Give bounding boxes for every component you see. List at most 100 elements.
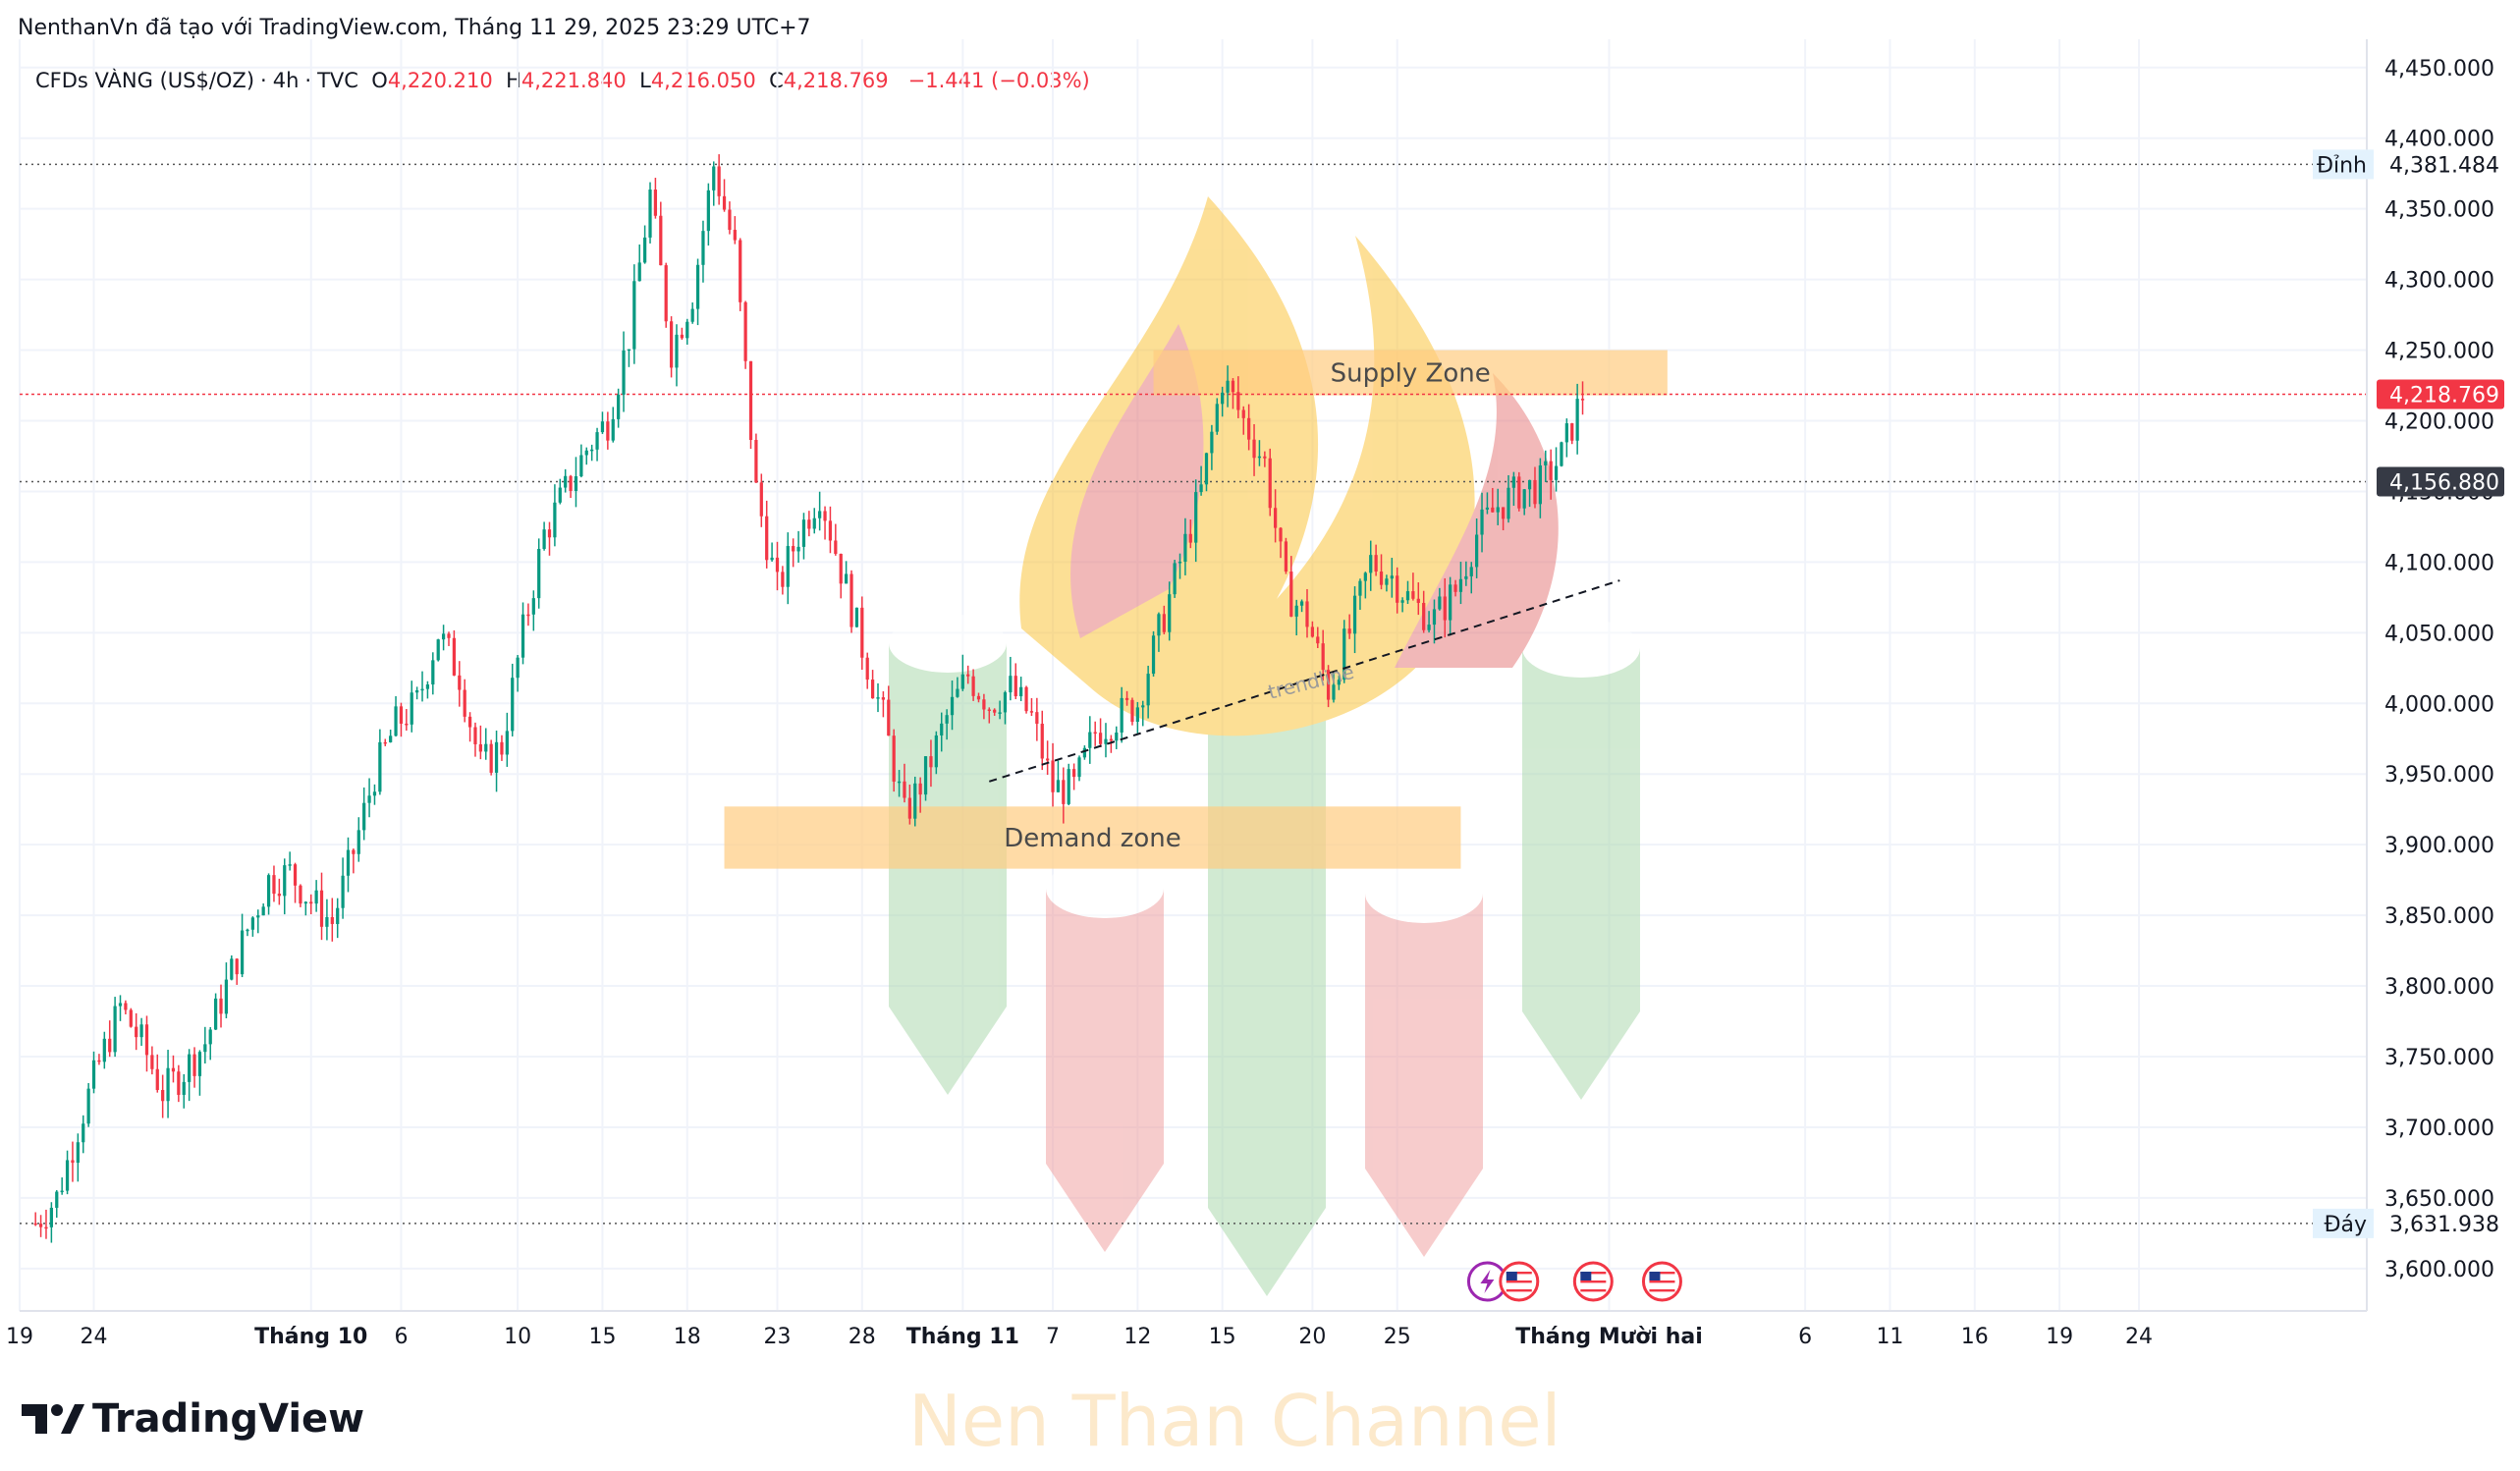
candle[interactable] xyxy=(1299,599,1304,613)
candle[interactable] xyxy=(1480,492,1484,553)
candle[interactable] xyxy=(574,457,578,508)
candle[interactable] xyxy=(76,1133,80,1182)
candle[interactable] xyxy=(743,300,747,369)
candle[interactable] xyxy=(230,954,234,981)
candle[interactable] xyxy=(1396,567,1399,614)
candle[interactable] xyxy=(579,444,583,478)
candle[interactable] xyxy=(1400,597,1404,613)
candle[interactable] xyxy=(1458,562,1463,605)
candle[interactable] xyxy=(266,873,271,915)
candle[interactable] xyxy=(1231,378,1235,409)
candle[interactable] xyxy=(1051,742,1055,807)
candle[interactable] xyxy=(1385,574,1389,592)
candle[interactable] xyxy=(695,258,700,326)
candle[interactable] xyxy=(192,1047,196,1088)
candle[interactable] xyxy=(706,183,710,246)
candle[interactable] xyxy=(500,735,504,761)
candle[interactable] xyxy=(611,407,615,443)
candle[interactable] xyxy=(1013,663,1017,699)
candle[interactable] xyxy=(1475,518,1479,578)
candle[interactable] xyxy=(1284,537,1288,574)
candle[interactable] xyxy=(1173,560,1177,598)
candle[interactable] xyxy=(1151,630,1156,678)
candle[interactable] xyxy=(1040,710,1044,771)
candle[interactable] xyxy=(1098,718,1103,747)
candle[interactable] xyxy=(669,316,674,378)
candle[interactable] xyxy=(1178,553,1182,579)
symbol-name[interactable]: CFDs VÀNG (US$/OZ) xyxy=(35,69,255,92)
candle[interactable] xyxy=(1352,586,1357,654)
candle[interactable] xyxy=(934,731,938,775)
candle[interactable] xyxy=(1501,507,1506,531)
candle[interactable] xyxy=(325,899,329,941)
candle[interactable] xyxy=(1405,580,1410,605)
candle[interactable] xyxy=(558,478,562,505)
candle[interactable] xyxy=(511,663,515,736)
candle[interactable] xyxy=(1141,700,1145,727)
candle[interactable] xyxy=(739,238,742,311)
candle[interactable] xyxy=(653,178,658,219)
candle[interactable] xyxy=(1003,690,1008,725)
candle[interactable] xyxy=(436,638,440,662)
candle[interactable] xyxy=(1077,755,1081,782)
candle[interactable] xyxy=(945,709,949,740)
candle[interactable] xyxy=(759,473,763,527)
candle[interactable] xyxy=(606,411,610,450)
candle[interactable] xyxy=(537,538,541,609)
candle[interactable] xyxy=(420,671,424,702)
candle[interactable] xyxy=(1575,383,1579,455)
candle[interactable] xyxy=(1120,686,1123,743)
candle[interactable] xyxy=(993,708,997,716)
candle[interactable] xyxy=(748,360,753,450)
candle[interactable] xyxy=(1416,582,1420,616)
candle[interactable] xyxy=(1496,488,1500,525)
candle[interactable] xyxy=(1274,489,1278,543)
candle[interactable] xyxy=(818,491,822,531)
candle[interactable] xyxy=(484,728,488,760)
candle[interactable] xyxy=(1236,376,1240,418)
candle[interactable] xyxy=(1210,424,1214,470)
candle[interactable] xyxy=(680,327,684,340)
candle[interactable] xyxy=(849,570,853,633)
candle[interactable] xyxy=(399,702,404,737)
candle[interactable] xyxy=(293,862,298,903)
candle[interactable] xyxy=(675,324,679,387)
candle[interactable] xyxy=(547,521,552,556)
candle[interactable] xyxy=(129,1008,133,1028)
candle[interactable] xyxy=(1337,675,1341,690)
candle[interactable] xyxy=(410,681,413,733)
candle[interactable] xyxy=(139,1017,143,1046)
candle[interactable] xyxy=(1257,440,1262,466)
demand-zone[interactable] xyxy=(724,806,1461,869)
candle[interactable] xyxy=(1263,451,1267,467)
candle[interactable] xyxy=(1464,561,1468,586)
candle[interactable] xyxy=(950,680,955,731)
candle[interactable] xyxy=(569,474,573,499)
us-flag-icon[interactable] xyxy=(1641,1261,1682,1302)
candle[interactable] xyxy=(463,679,466,723)
candle[interactable] xyxy=(907,784,911,825)
candle[interactable] xyxy=(113,997,117,1058)
candle[interactable] xyxy=(1115,726,1119,749)
candle[interactable] xyxy=(1146,665,1150,719)
candle[interactable] xyxy=(1342,620,1346,683)
candle[interactable] xyxy=(770,542,774,562)
candle[interactable] xyxy=(346,837,351,893)
candle[interactable] xyxy=(150,1046,154,1075)
us-flag-icon[interactable] xyxy=(1499,1261,1540,1302)
candle[interactable] xyxy=(966,665,970,684)
candle[interactable] xyxy=(812,508,816,534)
candle[interactable] xyxy=(685,318,689,345)
candle[interactable] xyxy=(828,506,833,554)
candle[interactable] xyxy=(135,1012,138,1051)
candle[interactable] xyxy=(86,1082,90,1127)
candle[interactable] xyxy=(854,607,859,628)
candle[interactable] xyxy=(754,433,758,483)
candle[interactable] xyxy=(642,225,647,264)
candle[interactable] xyxy=(1544,450,1548,482)
candle[interactable] xyxy=(108,1020,112,1058)
candle[interactable] xyxy=(1046,740,1050,776)
candle[interactable] xyxy=(124,1000,128,1014)
candle[interactable] xyxy=(33,1212,37,1226)
